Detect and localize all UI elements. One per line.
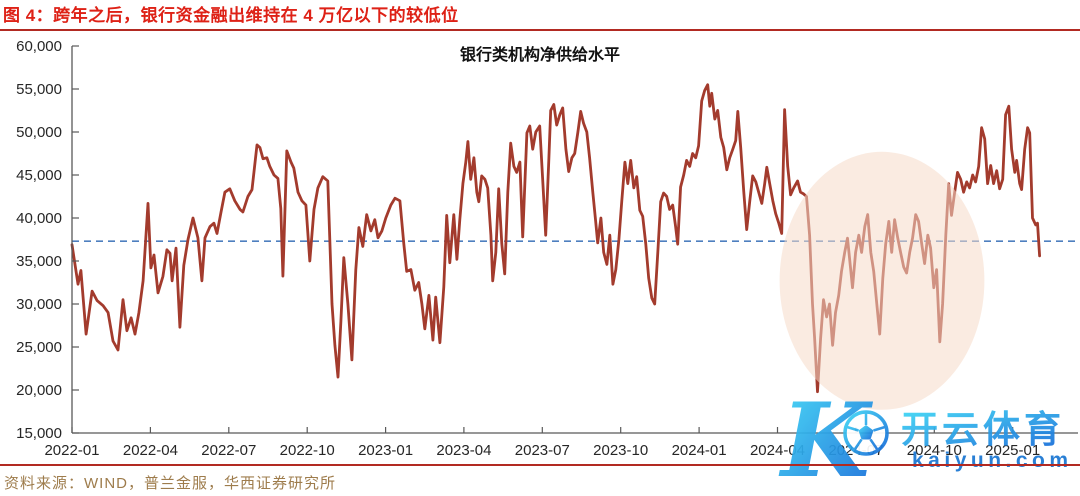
highlight-ellipse bbox=[779, 151, 985, 410]
y-tick-label: 35,000 bbox=[16, 253, 62, 270]
chart-title: 银行类机构净供给水平 bbox=[459, 47, 620, 64]
soccer-ball-icon bbox=[843, 410, 889, 456]
x-tick-label: 2022-01 bbox=[44, 442, 99, 459]
kaiyun-watermark: K 开云体育 kaiyun.com bbox=[778, 386, 1073, 490]
figure-title: 图 4：跨年之后，银行资金融出维持在 4 万亿以下的较低位 bbox=[3, 6, 459, 25]
source-divider bbox=[0, 464, 1080, 466]
x-tick-label: 2022-07 bbox=[201, 442, 256, 459]
x-tick-label: 2024-04 bbox=[750, 442, 805, 459]
source-note: 资料来源：WIND，普兰金服，华西证券研究所 bbox=[4, 475, 336, 492]
x-tick-label: 2024-10 bbox=[907, 442, 962, 459]
title-divider bbox=[0, 29, 1080, 31]
y-tick-label: 25,000 bbox=[16, 339, 62, 356]
x-tick-label: 2022-10 bbox=[280, 442, 335, 459]
x-tick-label: 2022-04 bbox=[123, 442, 178, 459]
y-tick-label: 15,000 bbox=[16, 425, 62, 442]
x-tick-label: 2023-01 bbox=[358, 442, 413, 459]
y-tick-label: 50,000 bbox=[16, 124, 62, 141]
x-tick-label: 2024-01 bbox=[672, 442, 727, 459]
y-tick-label: 55,000 bbox=[16, 81, 62, 98]
x-tick-label: 2023-04 bbox=[436, 442, 491, 459]
watermark-brand: 开云体育 bbox=[901, 409, 1065, 450]
watermark-domain: kaiyun.com bbox=[912, 449, 1073, 472]
x-tick-label: 2023-07 bbox=[515, 442, 570, 459]
y-tick-label: 20,000 bbox=[16, 382, 62, 399]
x-tick-label: 2025-01 bbox=[985, 442, 1040, 459]
y-tick-label: 40,000 bbox=[16, 210, 62, 227]
y-tick-label: 60,000 bbox=[16, 38, 62, 55]
y-tick-label: 45,000 bbox=[16, 167, 62, 184]
y-tick-label: 30,000 bbox=[16, 296, 62, 313]
x-tick-label: 2023-10 bbox=[593, 442, 648, 459]
